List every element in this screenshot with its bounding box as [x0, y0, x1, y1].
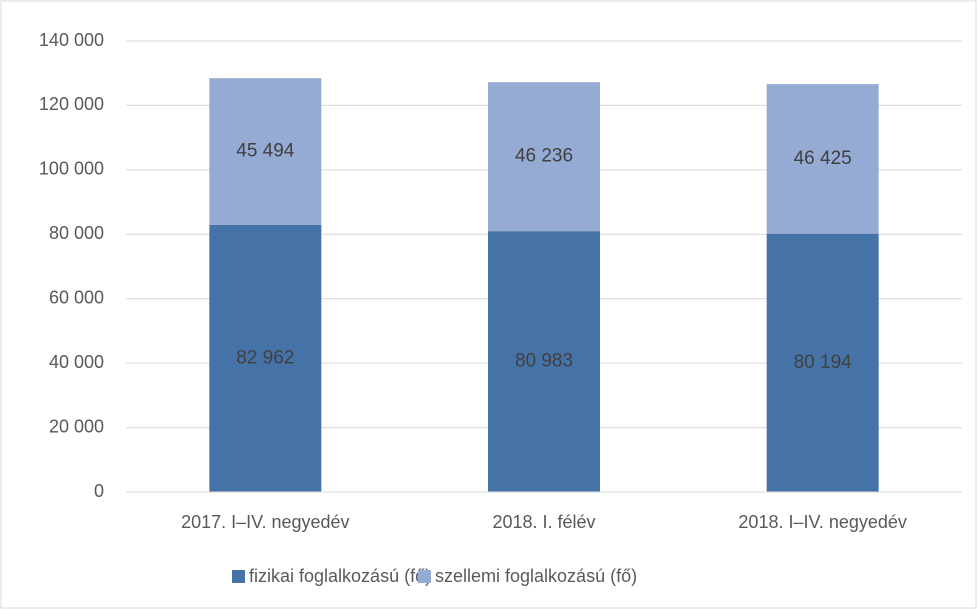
x-tick-label: 2017. I–IV. negyedév — [181, 512, 349, 532]
y-tick-label: 60 000 — [49, 287, 104, 307]
y-tick-label: 40 000 — [49, 352, 104, 372]
bar-segment — [488, 82, 600, 232]
data-label: 80 983 — [515, 351, 573, 372]
x-tick-label: 2018. I–IV. negyedév — [738, 512, 906, 532]
y-tick-label: 0 — [94, 481, 104, 501]
legend-swatch — [418, 570, 431, 583]
x-tick-label: 2018. I. félév — [492, 512, 595, 532]
legend-label: fizikai foglalkozású (fő) — [249, 566, 431, 586]
bar-segment — [209, 78, 322, 225]
bar-segment — [766, 84, 879, 234]
y-tick-label: 140 000 — [39, 30, 104, 50]
y-tick-label: 100 000 — [39, 159, 104, 179]
data-label: 45 494 — [236, 140, 295, 161]
data-label: 46 425 — [794, 148, 852, 169]
y-tick-label: 120 000 — [39, 94, 104, 114]
bar-segment — [766, 233, 879, 492]
y-tick-label: 20 000 — [49, 416, 104, 436]
legend-swatch — [232, 570, 245, 583]
data-label: 46 236 — [515, 146, 573, 167]
legend-label: szellemi foglalkozású (fő) — [435, 566, 637, 586]
bar-segment — [488, 231, 600, 492]
y-tick-label: 80 000 — [49, 223, 104, 243]
bar-segment — [209, 224, 322, 492]
data-label: 82 962 — [236, 347, 294, 368]
data-label: 80 194 — [794, 352, 853, 373]
